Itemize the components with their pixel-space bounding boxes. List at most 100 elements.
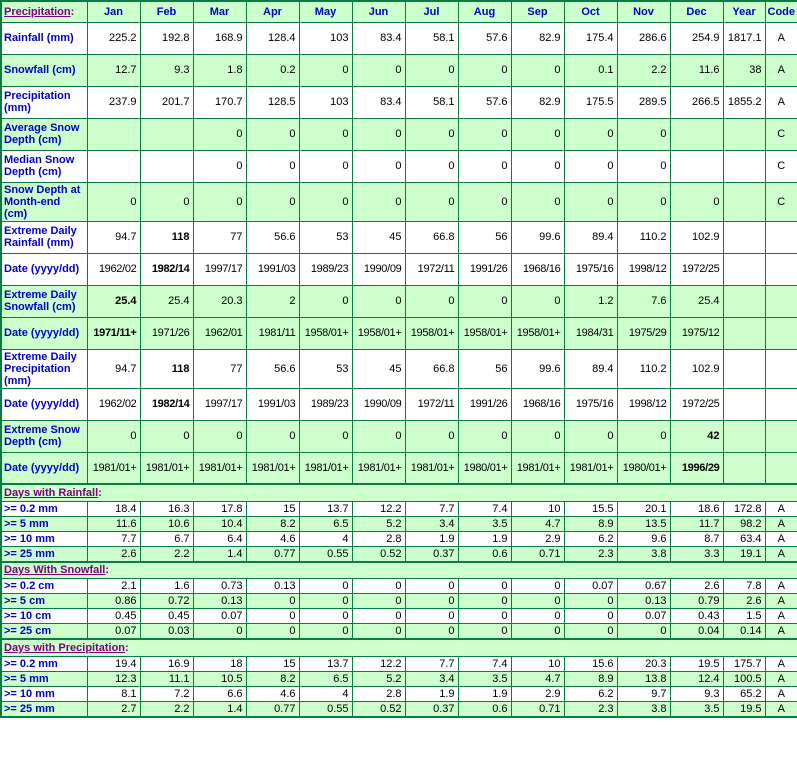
data-cell: 13.8 [616,670,671,687]
data-cell [764,348,797,389]
data-cell: 7.4 [457,500,512,517]
data-cell: 6.7 [139,530,194,547]
data-cell: 1.9 [404,530,459,547]
data-cell: 1.6 [139,578,194,594]
data-cell: 82.9 [510,21,565,55]
data-cell: 7.7 [404,500,459,517]
colon: : [98,486,102,499]
data-cell: 0 [351,284,406,318]
data-cell: 0 [298,149,353,183]
row-label: >= 25 mm [0,700,88,717]
section-link-days-with-rainfall[interactable]: Days with Rainfall [4,486,99,499]
data-cell: 102.9 [669,348,724,389]
data-cell: 0 [298,419,353,453]
data-cell [764,252,797,286]
data-cell: 6.2 [563,530,618,547]
data-cell: 5.2 [351,670,406,687]
data-cell: A [764,530,797,547]
column-header-dec: Dec [669,0,724,23]
column-header-aug: Aug [457,0,512,23]
data-cell: 0 [404,149,459,183]
data-cell: 12.2 [351,500,406,517]
data-cell: 0.13 [245,578,300,594]
data-cell: 16.3 [139,500,194,517]
data-cell: 1981/01+ [563,451,618,485]
data-cell: 0 [298,53,353,87]
data-cell: 100.5 [722,670,766,687]
data-cell: 0 [351,117,406,151]
data-cell: 0.52 [351,545,406,562]
data-cell: 0 [616,419,671,453]
data-cell: 168.9 [192,21,247,55]
table-row: >= 25 mm 2.6 2.2 1.4 0.77 0.55 0.52 0.37 0.6 0.71… [0,545,797,562]
data-cell: 0 [192,181,247,222]
data-cell: 0.1 [563,53,618,87]
data-cell: 89.4 [563,348,618,389]
data-cell: 0 [510,117,565,151]
data-cell: 16.9 [139,655,194,672]
data-cell: 0 [457,181,512,222]
data-cell [86,117,141,151]
data-cell: 12.2 [351,655,406,672]
data-cell: 1855.2 [722,85,766,119]
data-cell: A [764,670,797,687]
data-cell: 0 [563,593,618,609]
data-cell: 0.77 [245,545,300,562]
data-cell: A [764,545,797,562]
data-cell: 0 [404,623,459,640]
data-cell: 2.2 [139,545,194,562]
data-cell: 0 [510,623,565,640]
data-cell: 1.4 [192,700,247,717]
data-cell: 0.86 [86,593,141,609]
data-cell: 0 [298,623,353,640]
table-row: Date (yyyy/dd) 1962/02 1982/14 1997/17 1991/… [0,252,797,286]
data-cell: 0 [457,149,512,183]
colon: : [125,641,129,654]
data-cell: 266.5 [669,85,724,119]
data-cell: 103 [298,85,353,119]
data-cell: 0.52 [351,700,406,717]
data-cell: 0 [510,284,565,318]
data-cell [764,419,797,453]
data-cell: 3.5 [457,670,512,687]
data-cell: 1981/01+ [139,451,194,485]
data-cell: 1981/01+ [298,451,353,485]
section-header: Days with Precipitation: [0,638,797,657]
data-cell: 1.9 [457,530,512,547]
row-label: Extreme Daily Precipitation (mm) [0,348,88,389]
data-cell: 2.3 [563,700,618,717]
data-cell: 118 [139,220,194,254]
data-cell [722,252,766,286]
section-link-days-with-snowfall[interactable]: Days With Snowfall [4,564,106,577]
section-link-days-with-precipitation[interactable]: Days with Precipitation [4,641,126,654]
precipitation-link[interactable]: Precipitation [4,5,71,18]
row-label: Date (yyyy/dd) [0,387,88,421]
data-cell: 7.4 [457,655,512,672]
data-cell: 289.5 [616,85,671,119]
section-header: Days With Snowfall: [0,560,797,579]
data-cell: 0 [404,181,459,222]
data-cell: 19.5 [722,700,766,717]
data-cell: 1981/01+ [510,451,565,485]
data-cell: 10.5 [192,670,247,687]
data-cell [722,419,766,453]
row-label: >= 0.2 cm [0,578,88,594]
data-cell: 7.8 [722,578,766,594]
data-cell: 1968/16 [510,387,565,421]
table-row: Snowfall (cm) 12.7 9.3 1.8 0.2 0 0 0 0 0 0.1 2.2 11.… [0,53,797,87]
row-label: >= 25 cm [0,623,88,640]
data-cell: 56 [457,348,512,389]
data-cell: 192.8 [139,21,194,55]
data-cell: 0 [245,419,300,453]
data-cell [669,149,724,183]
data-cell: 1.5 [722,608,766,624]
data-cell: 2.2 [139,700,194,717]
data-cell: 6.5 [298,670,353,687]
table-row: >= 0.2 mm 19.4 16.9 18 15 13.7 12.2 7.7 7.4 10 15.… [0,655,797,672]
data-cell: A [764,655,797,672]
colon: : [70,5,75,18]
row-label: >= 10 mm [0,530,88,547]
data-cell: 1962/02 [86,387,141,421]
data-cell: 0 [139,181,194,222]
data-cell: 1971/26 [139,316,194,350]
